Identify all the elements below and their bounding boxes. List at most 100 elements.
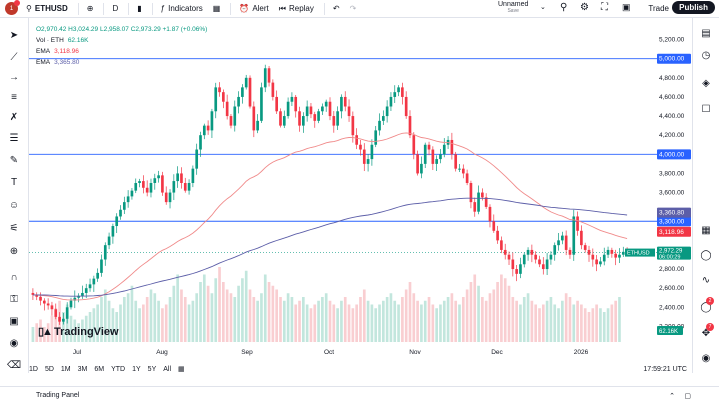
lock-icon[interactable]: ▣ xyxy=(9,315,19,327)
candle-body xyxy=(515,269,518,274)
range-button-all[interactable]: All xyxy=(163,365,172,373)
volume-bar xyxy=(564,293,568,342)
user-avatar[interactable]: 1 xyxy=(5,0,20,15)
candle-body xyxy=(225,101,229,117)
snapshot-camera-icon[interactable]: ▣ xyxy=(622,2,631,12)
lock-drawings-icon[interactable]: ⚿ xyxy=(10,293,18,305)
candle-body xyxy=(206,125,210,131)
collapse-chevron-icon[interactable]: ⌃ xyxy=(669,392,675,400)
text-icon[interactable]: T xyxy=(10,176,18,188)
candle-body xyxy=(484,197,488,207)
candle-body xyxy=(343,96,347,107)
trade-button[interactable]: Trade xyxy=(648,4,669,13)
utc-clock[interactable]: 17:59:21 UTC xyxy=(643,366,687,373)
help-icon[interactable]: ◉ xyxy=(701,352,711,364)
volume-bar xyxy=(77,323,80,342)
candle-body xyxy=(618,254,621,258)
candle-body xyxy=(442,144,446,155)
horizontal-line-icon[interactable]: → xyxy=(9,71,19,83)
layout-dropdown-icon[interactable]: ⌄ xyxy=(540,4,546,11)
indicators-button[interactable]: ƒ Indicators xyxy=(160,4,203,13)
undo-button[interactable]: ↶ xyxy=(333,4,340,13)
quick-search-icon[interactable]: ⚲ xyxy=(560,2,568,13)
candle-body xyxy=(263,68,267,88)
zoom-in-icon[interactable]: ⊕ xyxy=(9,245,19,257)
symbol-search[interactable]: ⚲ ETHUSD xyxy=(26,4,68,13)
volume-row[interactable]: Vol · ETH 62.16K xyxy=(36,35,207,46)
magnet-icon[interactable]: ∩ xyxy=(10,271,18,283)
range-button-ytd[interactable]: YTD xyxy=(111,365,126,373)
volume-bar xyxy=(397,304,400,342)
volume-bar xyxy=(149,289,153,342)
volume-bar xyxy=(530,300,534,342)
hide-drawings-icon[interactable]: ◉ xyxy=(9,337,19,349)
layout-name-button[interactable]: Unnamed Save xyxy=(498,1,528,15)
volume-bar xyxy=(618,297,621,342)
interval-button[interactable]: D xyxy=(112,4,119,13)
candle-body xyxy=(305,106,309,117)
ideas-icon[interactable]: ◯ xyxy=(700,249,712,261)
symbol-tag: ETHUSD xyxy=(627,251,650,257)
candle-body xyxy=(298,111,301,126)
candle-body xyxy=(138,181,141,183)
date-range-calendar-icon[interactable]: ▦ xyxy=(178,366,185,373)
time-axis[interactable]: Jul Aug Sep Oct Nov Dec 2026 xyxy=(73,349,589,356)
candle-body xyxy=(397,87,400,93)
layers-icon[interactable]: ◈ xyxy=(702,77,710,89)
indicators-icon: ƒ xyxy=(160,4,166,13)
publish-button[interactable]: Publish xyxy=(672,1,715,14)
volume-bar xyxy=(328,300,332,342)
alerts-clock-icon[interactable]: ◷ xyxy=(701,49,711,61)
fullscreen-icon[interactable]: ⛶ xyxy=(601,2,608,13)
ema-slow-tag: 3,360.80 xyxy=(659,210,685,217)
volume-bar xyxy=(111,308,115,342)
volume-bar xyxy=(298,300,301,342)
emoji-icon[interactable]: ☺ xyxy=(8,199,20,211)
ideas-stream-icon[interactable]: ◯ 2 xyxy=(699,297,714,314)
templates-button[interactable]: ▦ xyxy=(213,4,221,13)
chart-pattern-icon[interactable]: ∿ xyxy=(701,274,711,286)
volume-bar xyxy=(496,282,499,342)
ema-slow-row[interactable]: EMA 3,365.80 xyxy=(36,57,207,68)
maximize-icon[interactable]: ▢ xyxy=(684,392,691,400)
price-axis[interactable]: 5,200.00 4,800.00 4,600.00 4,400.00 4,200.00… xyxy=(625,37,691,335)
chat-icon[interactable]: ☐ xyxy=(701,103,711,115)
brush-icon[interactable]: ✎ xyxy=(9,154,19,166)
redo-button[interactable]: ↷ xyxy=(350,4,357,13)
price-chart[interactable]: 5,200.00 4,800.00 4,600.00 4,400.00 4,200.00… xyxy=(29,18,693,362)
candle-body xyxy=(244,77,248,88)
chart-type-button[interactable]: ▮ xyxy=(137,4,141,13)
range-button-5d[interactable]: 5D xyxy=(44,365,54,373)
trash-icon[interactable]: ⌫ xyxy=(6,359,22,371)
trading-panel-label[interactable]: Trading Panel xyxy=(36,392,80,399)
fib-retracement-icon[interactable]: ≡ xyxy=(11,91,17,103)
trend-line-icon[interactable]: ⟋ xyxy=(10,51,18,63)
volume-bar xyxy=(351,308,355,342)
pattern-icon[interactable]: ✗ xyxy=(9,111,19,123)
price-tick-label: 2,800.00 xyxy=(659,266,685,273)
range-button-1d[interactable]: 1D xyxy=(29,365,38,373)
prediction-icon[interactable]: ☰ xyxy=(9,132,19,144)
settings-gear-icon[interactable]: ⚙ xyxy=(580,2,589,13)
ruler-icon[interactable]: ⚟ xyxy=(9,222,19,234)
candle-body xyxy=(370,144,374,160)
replay-button[interactable]: ⏮ Replay xyxy=(278,3,314,14)
ema-fast-row[interactable]: EMA 3,118.96 xyxy=(36,46,207,57)
calendar-icon[interactable]: ▦ xyxy=(701,224,711,236)
range-button-1y[interactable]: 1Y xyxy=(132,365,141,373)
candle-body xyxy=(58,316,61,322)
volume-bar xyxy=(511,297,515,342)
volume-bar xyxy=(229,293,233,342)
compare-button[interactable]: ⊕ xyxy=(87,4,94,13)
range-button-1m[interactable]: 1M xyxy=(60,365,71,373)
range-button-6m[interactable]: 6M xyxy=(94,365,105,373)
right-sidebar: ▤ ◷ ◈ ☐ ▦ ◯ ∿ ◯ 2 ✥ 7 ◉ xyxy=(692,18,719,373)
cursor-icon[interactable]: ➤ xyxy=(9,29,19,41)
trading-panel-bar: Trading Panel ⌃ ▢ xyxy=(0,386,719,404)
broadcast-icon[interactable]: ✥ 7 xyxy=(699,323,714,340)
watchlist-icon[interactable]: ▤ xyxy=(701,27,711,39)
alert-button[interactable]: ⏰ Alert xyxy=(239,4,269,13)
range-button-5y[interactable]: 5Y xyxy=(147,365,157,373)
range-button-3m[interactable]: 3M xyxy=(77,365,88,373)
replay-icon: ⏮ xyxy=(278,3,286,13)
